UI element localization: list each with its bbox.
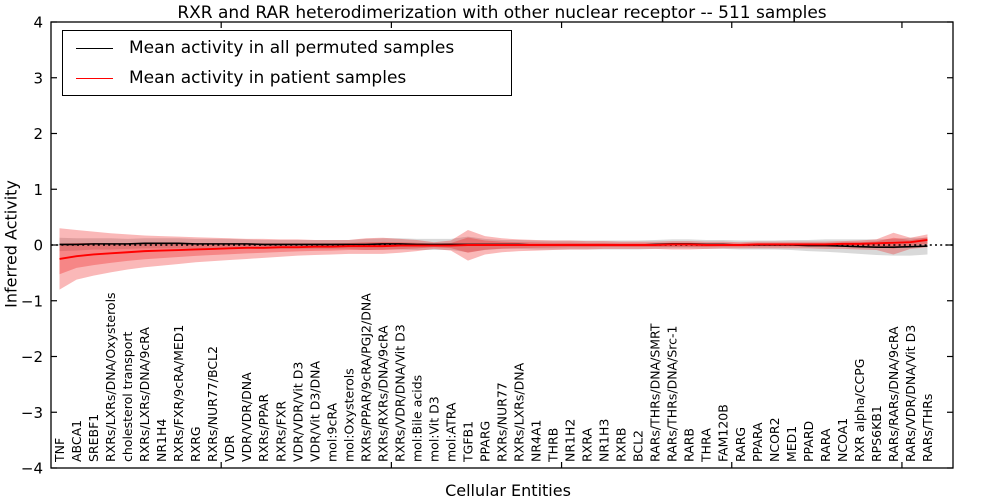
x-category-label: FAM120B <box>716 404 731 462</box>
x-category-label: MED1 <box>784 426 799 462</box>
x-category-label: ABCA1 <box>69 420 84 462</box>
x-category-label: BCL2 <box>631 430 646 462</box>
x-category-label: RPS6KB1 <box>869 405 884 462</box>
x-category-label: NCOA1 <box>835 418 850 462</box>
patient-mean-line <box>59 239 928 260</box>
x-category-label: RARA <box>818 428 833 462</box>
x-category-label: RARB <box>682 428 697 462</box>
x-category-label: RXRs/RXRs/DNA/9cRA <box>375 325 390 462</box>
x-category-label: RXRs/PPAR <box>256 394 271 462</box>
x-category-label: RXRs/LXRs/DNA/Oxysterols <box>103 292 118 462</box>
x-category-label: RXRs/FXR/9cRA/MED1 <box>171 325 186 462</box>
x-axis-label: Cellular Entities <box>445 481 571 500</box>
x-category-label: PPARG <box>477 421 492 462</box>
y-tick-label: −3 <box>21 404 43 422</box>
x-category-label: cholesterol transport <box>120 331 135 462</box>
y-tick-label: −1 <box>21 292 43 310</box>
y-tick-label: 2 <box>33 125 43 143</box>
x-category-label: mol:9cRA <box>324 402 339 462</box>
legend-line-sample-red <box>76 77 113 79</box>
y-tick-label: −4 <box>21 460 43 478</box>
x-category-label: NR1H2 <box>563 419 578 462</box>
x-category-label: VDR/VDR/Vit D3 <box>290 362 305 462</box>
y-tick-label: −2 <box>21 348 43 366</box>
x-category-label: RARG <box>733 427 748 462</box>
x-category-label: NR1H4 <box>154 419 169 462</box>
legend-line-sample-black <box>76 47 113 49</box>
x-category-label: RXRs/LXRs/DNA <box>512 362 527 462</box>
x-category-label: VDR/VDR/DNA <box>239 372 254 462</box>
permuted-std-band <box>59 236 928 256</box>
x-category-label: RXRs/FXR <box>273 401 288 462</box>
x-category-label: RXRs/NUR77 <box>495 382 510 462</box>
x-category-label: RARs/RARs/DNA/9cRA <box>886 326 901 462</box>
x-category-label: NCOR2 <box>767 417 782 462</box>
x-category-label: mol:Bile acids <box>409 375 424 462</box>
x-category-label: RXRs/PPAR/9cRA/PGJ2/DNA <box>358 293 373 462</box>
x-category-label: RXRG <box>188 426 203 462</box>
x-category-label: mol:Oxysterols <box>341 368 356 462</box>
x-category-label: RARs/THRs <box>920 394 935 462</box>
x-category-label: RARs/VDR/DNA/Vit D3 <box>903 325 918 462</box>
x-category-label: PPARA <box>750 422 765 462</box>
x-category-label: RXRs/VDR/DNA/Vit D3 <box>392 324 407 462</box>
x-category-label: PPARD <box>801 421 816 462</box>
patient-std-band-outer <box>59 228 928 290</box>
x-category-label: RXRs/NUR77/BCL2 <box>205 346 220 462</box>
x-category-label: RXR alpha/CCPG <box>852 359 867 462</box>
chart-title: RXR and RAR heterodimerization with othe… <box>177 3 827 23</box>
x-category-label: TGFB1 <box>460 421 475 463</box>
x-category-label: NR4A1 <box>529 420 544 463</box>
x-category-label: SREBF1 <box>86 414 101 462</box>
legend-label-permuted: Mean activity in all permuted samples <box>129 38 455 58</box>
legend: Mean activity in all permuted samples Me… <box>62 30 512 96</box>
x-category-label: RXRs/LXRs/DNA/9cRA <box>137 327 152 462</box>
y-tick-label: 4 <box>33 14 43 32</box>
x-category-label: THRB <box>546 428 561 463</box>
x-category-label: RXRB <box>614 427 629 462</box>
legend-label-patient: Mean activity in patient samples <box>129 68 407 88</box>
x-category-label: RARs/THRs/DNA/SMRT <box>648 323 663 462</box>
y-tick-label: 0 <box>33 237 43 255</box>
x-category-label: VDR <box>222 435 237 462</box>
x-category-label: VDR/Vit D3/DNA <box>307 361 322 462</box>
y-tick-label: 1 <box>33 181 43 199</box>
x-category-label: mol:Vit D3 <box>426 396 441 462</box>
x-category-label: mol:ATRA <box>443 402 458 462</box>
x-category-label: THRA <box>699 428 714 463</box>
x-category-label: TNF <box>52 438 67 463</box>
y-tick-label: 3 <box>33 69 43 87</box>
x-category-label: NR1H3 <box>597 419 612 462</box>
legend-entry-permuted: Mean activity in all permuted samples <box>63 33 511 63</box>
legend-entry-patient: Mean activity in patient samples <box>63 63 511 93</box>
x-category-label: RARs/THRs/DNA/Src-1 <box>665 326 680 462</box>
x-category-label: RXRA <box>580 428 595 462</box>
